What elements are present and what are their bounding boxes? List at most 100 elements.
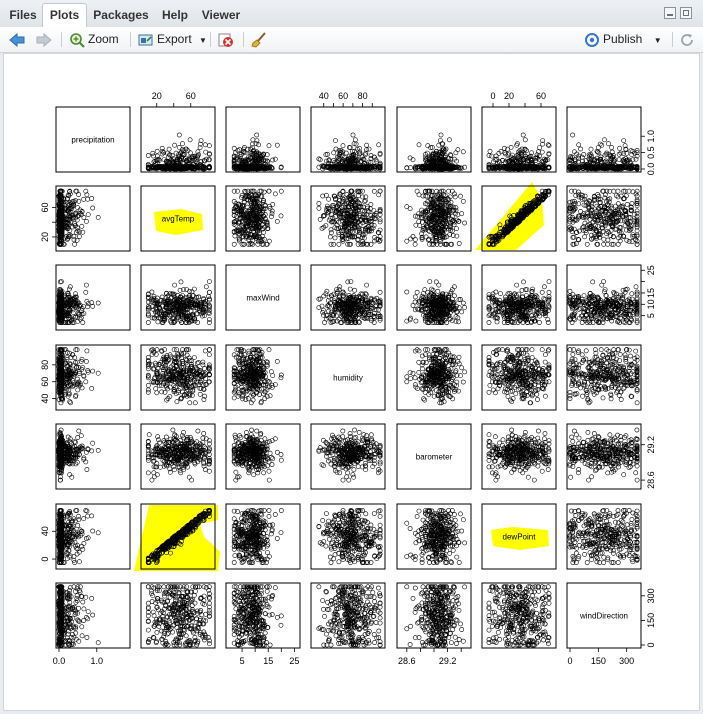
- data-point: [154, 148, 160, 154]
- data-point: [451, 191, 457, 197]
- data-point: [595, 145, 601, 150]
- minimize-pane-icon[interactable]: [664, 7, 676, 19]
- panel-avgTemp-vs-humidity: [310, 185, 386, 252]
- data-point: [462, 220, 467, 226]
- data-point: [624, 237, 630, 243]
- data-point: [317, 216, 323, 222]
- data-point: [459, 211, 465, 217]
- data-point: [154, 157, 160, 163]
- data-point: [454, 226, 459, 231]
- tab-viewer[interactable]: Viewer: [201, 8, 241, 22]
- data-point: [606, 141, 611, 147]
- tab-plots[interactable]: Plots: [42, 3, 87, 27]
- data-point: [206, 165, 212, 171]
- data-point: [616, 157, 622, 162]
- clear-all-plots-button[interactable]: [251, 27, 270, 52]
- data-point: [206, 157, 212, 163]
- data-point: [189, 154, 195, 160]
- data-point: [197, 145, 203, 150]
- panel-maxWind-vs-precipitation: [55, 264, 131, 331]
- data-point: [331, 241, 337, 247]
- zoom-button[interactable]: Zoom: [69, 27, 119, 52]
- data-point: [328, 230, 334, 236]
- data-point: [231, 145, 237, 151]
- data-point: [250, 241, 256, 247]
- data-point: [255, 241, 261, 247]
- data-point: [613, 203, 618, 209]
- data-point: [609, 149, 615, 155]
- export-menu-button[interactable]: Export ▼: [138, 27, 207, 52]
- tab-help[interactable]: Help: [161, 8, 188, 22]
- data-point: [371, 188, 377, 194]
- data-point: [156, 164, 162, 170]
- panel-maxWind-vs-avgTemp: [140, 264, 216, 331]
- data-point: [198, 138, 204, 143]
- magnifier-icon: [70, 33, 85, 48]
- data-point: [152, 161, 158, 167]
- panel-frame: [225, 106, 301, 173]
- data-point: [455, 147, 461, 153]
- data-point: [489, 153, 494, 159]
- data-point: [270, 157, 276, 163]
- data-point: [250, 137, 256, 143]
- data-point: [487, 148, 493, 154]
- data-point: [634, 208, 640, 214]
- data-point: [186, 165, 192, 171]
- publish-button[interactable]: Publish ▼: [584, 27, 662, 52]
- data-point: [278, 188, 284, 194]
- data-point: [81, 215, 87, 220]
- remove-plot-button[interactable]: [218, 27, 237, 52]
- refresh-icon: [681, 33, 693, 46]
- data-point: [232, 233, 238, 239]
- data-point: [186, 157, 192, 163]
- data-point: [180, 160, 186, 166]
- data-point: [326, 196, 331, 202]
- data-point: [153, 164, 159, 170]
- data-point: [203, 149, 209, 155]
- data-point: [171, 160, 177, 166]
- data-point: [231, 241, 237, 247]
- data-point: [515, 141, 520, 147]
- data-point: [582, 234, 587, 240]
- data-point: [173, 150, 179, 156]
- maximize-pane-icon[interactable]: [680, 7, 692, 19]
- data-point: [159, 145, 165, 151]
- data-point: [316, 156, 322, 162]
- data-point: [371, 222, 377, 228]
- data-point: [278, 213, 284, 219]
- data-point: [206, 143, 212, 149]
- panel-avgTemp-vs-windDirection: [566, 185, 642, 252]
- data-point: [355, 241, 361, 247]
- toolbar-separator: [672, 32, 673, 47]
- data-point: [570, 132, 575, 138]
- data-point: [537, 145, 542, 150]
- data-point: [83, 289, 89, 295]
- data-point: [520, 132, 526, 138]
- data-point: [186, 155, 192, 161]
- tab-files[interactable]: Files: [9, 8, 37, 22]
- data-point: [180, 141, 185, 147]
- panel-precipitation-vs-dewPoint: [481, 106, 557, 173]
- refresh-button[interactable]: [679, 27, 698, 52]
- back-button[interactable]: [8, 27, 29, 52]
- data-point: [206, 152, 212, 157]
- data-point: [505, 152, 511, 158]
- data-point: [453, 150, 459, 156]
- tab-packages[interactable]: Packages: [93, 8, 149, 22]
- forward-button[interactable]: [35, 27, 56, 52]
- data-point: [73, 188, 79, 194]
- data-point: [626, 188, 632, 194]
- data-point: [89, 196, 95, 201]
- data-point: [578, 146, 583, 152]
- toolbar-separator: [61, 32, 62, 47]
- data-point: [171, 166, 177, 172]
- data-point: [174, 166, 180, 172]
- data-point: [621, 138, 627, 143]
- data-point: [458, 193, 463, 199]
- toolbar-separator: [130, 32, 131, 47]
- data-point: [85, 304, 91, 310]
- data-point: [576, 142, 582, 148]
- data-point: [79, 223, 85, 229]
- data-point: [268, 214, 274, 220]
- data-point: [272, 156, 278, 162]
